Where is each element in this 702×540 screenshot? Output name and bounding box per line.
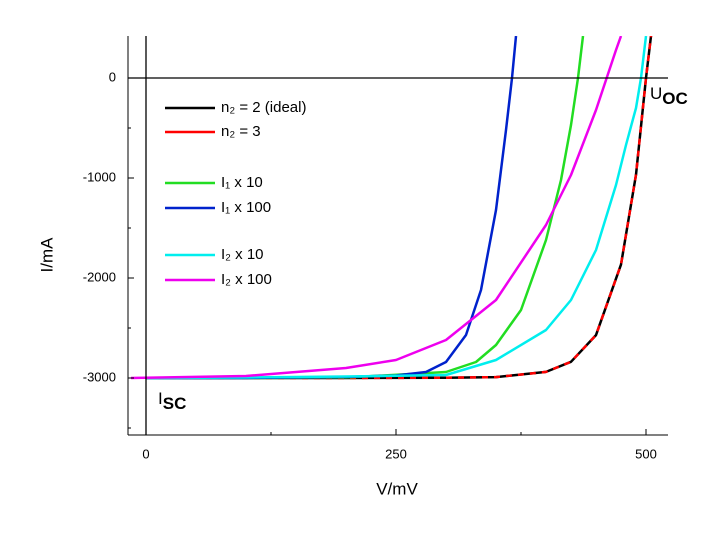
annotation-text: I xyxy=(158,389,163,408)
annotation: UOC xyxy=(650,84,688,108)
legend-label: I₁ x 100 xyxy=(221,199,271,216)
legend-label: n₂ = 3 xyxy=(221,123,261,140)
x-axis-label: V/mV xyxy=(376,479,418,498)
annotation: ISC xyxy=(158,389,186,413)
annotation-text: U xyxy=(650,84,662,103)
series-line xyxy=(145,36,648,380)
legend-label: I₁ x 10 xyxy=(221,174,263,191)
x-tick-label: 250 xyxy=(385,446,407,461)
x-tick-label: 0 xyxy=(142,446,149,461)
plot-area xyxy=(130,36,653,380)
y-axis-label: I/mA xyxy=(37,237,56,273)
legend-label: n₂ = 2 (ideal) xyxy=(221,99,306,116)
series-line xyxy=(130,36,623,380)
legend-label: I₂ x 10 xyxy=(221,246,264,263)
y-tick-label: -2000 xyxy=(83,269,116,284)
annotation-subscript: OC xyxy=(662,89,688,108)
legend-label: I₂ x 100 xyxy=(221,271,272,288)
x-tick-label: 500 xyxy=(635,446,657,461)
annotation-subscript: SC xyxy=(163,394,187,413)
y-tick-label: 0 xyxy=(109,69,116,84)
y-tick-label: -3000 xyxy=(83,369,116,384)
y-tick-label: -1000 xyxy=(83,169,116,184)
